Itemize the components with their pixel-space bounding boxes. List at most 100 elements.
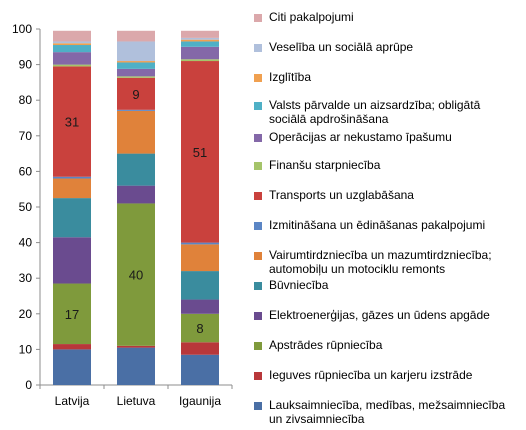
legend-item: Ieguves rūpniecība un karjeru izstrāde bbox=[254, 368, 517, 382]
bar-segment bbox=[53, 52, 91, 65]
data-label: 17 bbox=[65, 307, 79, 322]
bar-segment bbox=[181, 244, 219, 272]
legend-item: Izmitināšana un ēdināšanas pakalpojumi bbox=[254, 218, 517, 232]
bar-segment bbox=[181, 30, 219, 38]
bar-segment bbox=[181, 46, 219, 60]
bar-segment bbox=[53, 283, 91, 345]
bar-segment bbox=[117, 77, 155, 110]
bar-segment bbox=[117, 76, 155, 78]
x-tick-label: Latvija bbox=[55, 394, 90, 408]
bar-segment bbox=[117, 345, 155, 348]
bar-segment bbox=[181, 354, 219, 385]
bar-segment bbox=[117, 347, 155, 385]
y-tick-label: 10 bbox=[19, 342, 33, 356]
bar-segment bbox=[53, 43, 91, 46]
y-tick-label: 50 bbox=[19, 200, 33, 214]
bar-segment bbox=[117, 41, 155, 62]
y-tick-label: 80 bbox=[19, 93, 33, 107]
legend-item: Finanšu starpniecība bbox=[254, 158, 517, 172]
legend-item: Lauksaimniecība, medības, mežsaimniecība… bbox=[254, 398, 517, 426]
bar-segment bbox=[117, 61, 155, 63]
y-tick-label: 90 bbox=[19, 58, 33, 72]
bar-segment bbox=[53, 176, 91, 179]
legend-item: Citi pakalpojumi bbox=[254, 10, 517, 24]
legend-swatch bbox=[254, 14, 262, 22]
bar-segment bbox=[53, 30, 91, 42]
x-tick-label: Igaunija bbox=[179, 394, 221, 408]
x-tick-label: Lietuva bbox=[117, 394, 156, 408]
bar-segment bbox=[181, 271, 219, 300]
y-tick-label: 20 bbox=[19, 307, 33, 321]
legend: Citi pakalpojumi Veselība un sociālā aprū… bbox=[254, 0, 524, 430]
bar-segment bbox=[117, 68, 155, 77]
bar-segment bbox=[53, 198, 91, 238]
bar-segment bbox=[181, 299, 219, 314]
legend-swatch bbox=[254, 192, 262, 200]
legend-swatch bbox=[254, 372, 262, 380]
y-tick-label: 60 bbox=[19, 164, 33, 178]
legend-item: Valsts pārvalde un aizsardzība; obligātā… bbox=[254, 98, 517, 126]
legend-label: Operācijas ar nekustamo īpašumu bbox=[269, 130, 452, 144]
legend-label: Būvniecība bbox=[269, 278, 329, 292]
bar-segment bbox=[53, 178, 91, 199]
bar-segment bbox=[53, 66, 91, 177]
legend-item: Apstrādes rūpniecība bbox=[254, 338, 517, 352]
bar-segment bbox=[53, 237, 91, 284]
legend-swatch bbox=[254, 312, 262, 320]
bar-segment bbox=[117, 109, 155, 111]
bar-segment bbox=[53, 45, 91, 53]
bar-segment bbox=[117, 203, 155, 346]
legend-swatch bbox=[254, 222, 262, 230]
legend-label: Veselība un sociālā aprūpe bbox=[269, 40, 414, 54]
legend-item: Veselība un sociālā aprūpe bbox=[254, 40, 517, 54]
bar-segment bbox=[117, 153, 155, 186]
data-label: 8 bbox=[196, 321, 203, 336]
bar-segment bbox=[117, 62, 155, 69]
legend-label: Finanšu starpniecība bbox=[269, 158, 381, 172]
bar-segment bbox=[117, 30, 155, 42]
bar-segment bbox=[53, 349, 91, 385]
legend-item: Izglītība bbox=[254, 70, 517, 84]
legend-label: Apstrādes rūpniecība bbox=[269, 338, 383, 352]
legend-label: Valsts pārvalde un aizsardzība; obligātā… bbox=[269, 98, 481, 126]
y-tick-label: 100 bbox=[12, 22, 32, 36]
legend-swatch bbox=[254, 252, 262, 260]
bar-segment bbox=[181, 59, 219, 62]
bar-segment bbox=[181, 61, 219, 243]
legend-item: Būvniecība bbox=[254, 278, 517, 292]
bar-segment bbox=[181, 41, 219, 47]
legend-item: Operācijas ar nekustamo īpašumu bbox=[254, 130, 517, 144]
y-tick-label: 40 bbox=[19, 236, 33, 250]
data-label: 51 bbox=[193, 145, 207, 160]
legend-swatch bbox=[254, 44, 262, 52]
data-label: 40 bbox=[129, 268, 143, 283]
bar-segment bbox=[181, 242, 219, 245]
bar-segment bbox=[181, 342, 219, 355]
legend-item: Vairumtirdzniecība un mazumtirdzniecība;… bbox=[254, 248, 517, 276]
y-tick-label: 70 bbox=[19, 129, 33, 143]
data-label: 9 bbox=[132, 87, 139, 102]
legend-label: Elektroenerģijas, gāzes un ūdens apgāde bbox=[269, 308, 490, 322]
bar-segment bbox=[181, 39, 219, 42]
data-label: 31 bbox=[65, 115, 79, 130]
legend-swatch bbox=[254, 342, 262, 350]
legend-label: Transports un uzglabāšana bbox=[269, 188, 414, 202]
legend-label: Izglītība bbox=[269, 70, 312, 84]
legend-label: Ieguves rūpniecība un karjeru izstrāde bbox=[269, 368, 473, 382]
bar-segment bbox=[117, 110, 155, 154]
bar-segment bbox=[53, 64, 91, 67]
legend-label: Lauksaimniecība, medības, mežsaimniecība… bbox=[269, 398, 506, 426]
bar-segment bbox=[181, 37, 219, 40]
legend-swatch bbox=[254, 102, 262, 110]
y-tick-label: 0 bbox=[25, 378, 32, 392]
legend-label: Vairumtirdzniecība un mazumtirdzniecība;… bbox=[269, 248, 492, 276]
bar-segment bbox=[53, 41, 91, 44]
bar-segment bbox=[53, 344, 91, 350]
legend-item: Transports un uzglabāšana bbox=[254, 188, 517, 202]
legend-swatch bbox=[254, 134, 262, 142]
bar-segment bbox=[181, 313, 219, 343]
bar-segment bbox=[117, 185, 155, 204]
legend-swatch bbox=[254, 162, 262, 170]
legend-swatch bbox=[254, 402, 262, 410]
